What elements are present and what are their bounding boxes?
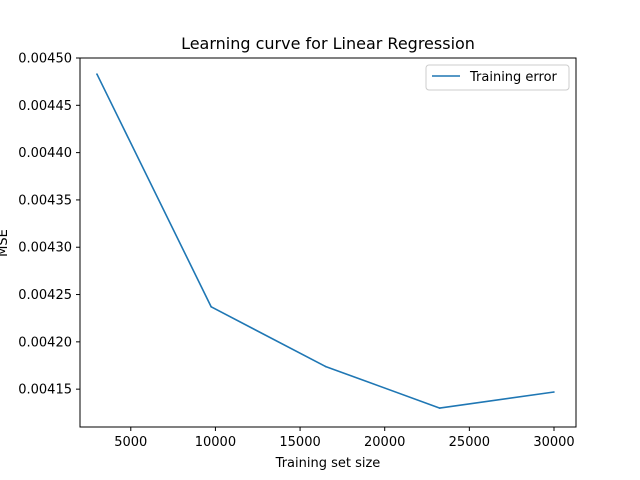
x-tick-label: 25000 bbox=[449, 435, 490, 450]
x-tick-label: 15000 bbox=[279, 435, 320, 450]
x-axis-label: Training set size bbox=[275, 456, 381, 471]
y-tick-label: 0.00445 bbox=[18, 99, 72, 114]
legend-label: Training error bbox=[469, 70, 558, 85]
data-point bbox=[553, 391, 555, 393]
series-layer bbox=[96, 73, 555, 409]
axes-frame bbox=[79, 57, 577, 428]
legend: Training error bbox=[425, 64, 570, 91]
legend-box bbox=[425, 64, 570, 91]
x-tick-label: 10000 bbox=[195, 435, 236, 450]
y-axis: 0.00415 0.00420 0.00425 0.00430 0.00435 0.004… bbox=[18, 52, 80, 398]
x-axis: 5000 10000 15000 20000 25000 30000 bbox=[114, 427, 575, 450]
y-tick-label: 0.00440 bbox=[18, 146, 72, 161]
y-tick-label: 0.00430 bbox=[18, 241, 72, 256]
y-tick-label: 0.00435 bbox=[18, 193, 72, 208]
y-tick-label: 0.00420 bbox=[18, 335, 72, 350]
data-point bbox=[324, 365, 327, 368]
y-tick-label: 0.00425 bbox=[18, 288, 72, 303]
y-tick-label: 0.00415 bbox=[18, 383, 72, 398]
y-tick-label: 0.00450 bbox=[18, 52, 72, 67]
data-point bbox=[438, 407, 441, 409]
x-tick-label: 30000 bbox=[533, 435, 574, 450]
chart-title: Learning curve for Linear Regression bbox=[181, 34, 475, 53]
x-tick-label: 20000 bbox=[364, 435, 405, 450]
data-point bbox=[96, 73, 98, 75]
y-axis-label: MSE bbox=[0, 229, 11, 257]
x-tick-label: 5000 bbox=[114, 435, 147, 450]
data-point bbox=[210, 306, 212, 308]
